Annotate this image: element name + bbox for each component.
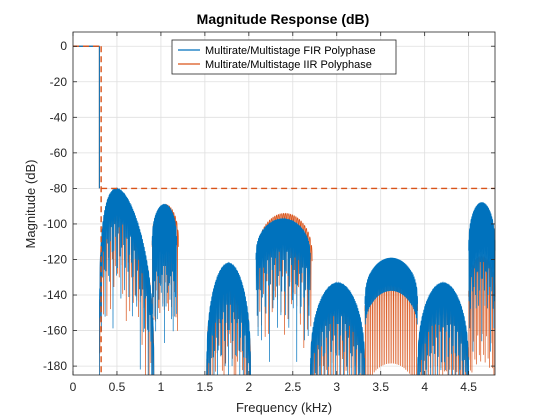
x-tick-label: 2.5 (284, 380, 301, 394)
stopband-lobe (151, 203, 178, 344)
legend: Multirate/Multistage FIR Polyphase Multir… (171, 39, 397, 75)
x-axis-label: Frequency (kHz) (236, 400, 332, 415)
plot-area: 0 0.5 1 1.5 2 2.5 3 3.5 4 4.5 0 -20 -40 -60 -80 -100 -12… (43, 31, 496, 394)
x-tick-label: 3.5 (372, 380, 389, 394)
y-tick-label: -40 (50, 110, 68, 124)
stopband-lobe (255, 217, 311, 362)
ticks: 0 0.5 1 1.5 2 2.5 3 3.5 4 4.5 0 -20 -40 -60 -80 -100 -12… (43, 32, 495, 394)
stopband-lobe (417, 281, 469, 376)
y-tick-label: -160 (43, 324, 67, 338)
x-tick-label: 0.5 (109, 380, 126, 394)
y-tick-label: -80 (50, 181, 68, 195)
legend-box (171, 39, 397, 75)
stopband-lobe (310, 281, 366, 376)
y-tick-label: 0 (60, 39, 67, 53)
chart-title: Magnitude Response (dB) (197, 11, 370, 27)
x-tick-label: 1 (158, 380, 165, 394)
axes-box (72, 31, 496, 376)
y-tick-label: -180 (43, 359, 67, 373)
x-tick-label: 2 (245, 380, 252, 394)
stopband-lobe (468, 201, 496, 352)
y-tick-label: -60 (50, 146, 68, 160)
x-tick-label: 4.5 (460, 380, 477, 394)
series-layer (73, 45, 496, 376)
grid (72, 32, 495, 375)
x-tick-label: 3 (333, 380, 340, 394)
specification-mask (73, 45, 495, 375)
stopband-lobe (364, 257, 418, 325)
x-tick-label: 4 (421, 380, 428, 394)
stopband-lobe (99, 187, 155, 376)
legend-entry: Multirate/Multistage FIR Polyphase (205, 45, 376, 57)
y-tick-label: -20 (50, 75, 68, 89)
y-axis-label: Magnitude (dB) (23, 160, 38, 249)
legend-entry: Multirate/Multistage IIR Polyphase (205, 59, 372, 71)
y-tick-label: -140 (43, 288, 67, 302)
y-tick-label: -100 (43, 217, 67, 231)
x-tick-label: 1.5 (197, 380, 214, 394)
y-tick-label: -120 (43, 252, 67, 266)
x-tick-label: 0 (70, 380, 77, 394)
